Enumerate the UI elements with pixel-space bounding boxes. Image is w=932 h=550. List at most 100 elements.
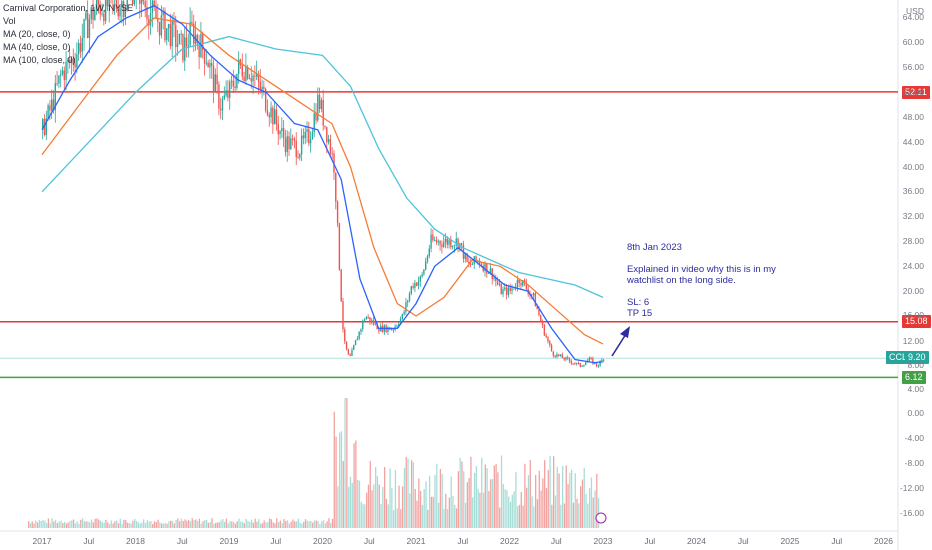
candle-body — [236, 73, 238, 89]
candle-body — [516, 279, 519, 288]
candle-body — [50, 99, 53, 111]
volume-bar — [432, 496, 434, 528]
volume-bar — [153, 521, 156, 528]
volume-bar — [587, 503, 589, 528]
volume-bar — [342, 461, 344, 528]
candle-body — [399, 318, 402, 325]
volume-bar — [425, 481, 427, 528]
x-axis-label: Jul — [270, 536, 282, 546]
volume-bar — [288, 523, 290, 528]
volume-bar — [583, 468, 585, 528]
candle-body — [340, 269, 342, 302]
y-axis-label: 0.00 — [907, 408, 924, 418]
candle-body — [464, 253, 466, 259]
volume-bar — [62, 523, 64, 528]
candle-body — [453, 245, 456, 247]
y-axis-label: -12.00 — [899, 483, 924, 493]
volume-bar — [330, 522, 332, 528]
candle-body — [133, 0, 136, 5]
ma20-line — [41, 4, 604, 364]
volume-bar — [344, 398, 346, 528]
candle-body — [286, 136, 288, 153]
volume-bar — [83, 521, 86, 528]
candle-body — [202, 33, 204, 50]
volume-bar — [263, 520, 265, 528]
candle-body — [442, 242, 445, 247]
candle-body — [295, 140, 297, 158]
candle-body — [563, 358, 565, 360]
candle-body — [223, 95, 226, 99]
volume-bar — [195, 519, 197, 528]
volume-bar — [529, 459, 531, 528]
candle-body — [450, 240, 452, 248]
candle-body — [536, 306, 538, 309]
candle-body — [410, 286, 413, 294]
candle-body — [101, 13, 103, 15]
candle-body — [317, 94, 319, 121]
candle-body — [47, 105, 49, 119]
volume-bar — [466, 482, 469, 528]
volume-bar — [312, 522, 314, 528]
volume-bar — [493, 465, 495, 528]
candle-body — [293, 138, 296, 141]
arrow-up-icon — [620, 326, 630, 338]
volume-bar — [536, 499, 539, 528]
volume-bar — [558, 473, 560, 528]
volume-bar — [223, 521, 226, 528]
y-axis-label: 28.00 — [902, 236, 924, 246]
volume-bar — [270, 519, 273, 528]
volume-bar — [412, 462, 415, 528]
volume-bar — [396, 508, 398, 528]
candle-body — [424, 261, 427, 270]
volume-bar — [245, 518, 247, 528]
candle-body — [595, 362, 598, 366]
candle-body — [302, 135, 305, 139]
x-axis-label: 2021 — [406, 536, 426, 546]
candle-body — [478, 260, 481, 265]
volume-bar — [71, 520, 73, 528]
candle-body — [378, 329, 380, 332]
volume-bar — [313, 520, 316, 528]
volume-bar — [72, 519, 75, 528]
volume-bar — [353, 443, 355, 528]
y-axis-label: 56.00 — [902, 62, 924, 72]
volume-bar — [360, 501, 362, 528]
volume-bar — [520, 491, 522, 528]
volume-bar — [92, 522, 95, 528]
volume-bar — [448, 497, 451, 528]
candle-body — [126, 0, 128, 9]
volume-bar — [380, 504, 382, 528]
x-axis-label: 2022 — [500, 536, 519, 546]
volume-bar — [40, 521, 42, 528]
candle-body — [338, 223, 341, 270]
volume-bar — [132, 520, 134, 528]
volume-bar — [592, 497, 594, 528]
candle-body — [362, 321, 364, 330]
volume-bar — [36, 522, 39, 528]
candle-body — [140, 0, 143, 4]
candle-body — [232, 80, 234, 87]
volume-bar — [319, 523, 321, 528]
candle-body — [83, 19, 85, 39]
volume-bar — [128, 522, 130, 528]
volume-bar — [394, 470, 397, 528]
volume-bar — [65, 523, 68, 528]
volume-bar — [324, 523, 326, 528]
candle-body — [149, 12, 152, 26]
volume-bar — [401, 486, 404, 528]
volume-bar — [53, 521, 55, 528]
candle-body — [122, 1, 125, 18]
candle-body — [74, 64, 76, 68]
volume-bar — [189, 521, 192, 528]
candle-body — [58, 75, 60, 84]
candle-body — [371, 320, 373, 322]
candle-body — [353, 345, 355, 350]
volume-bar — [60, 520, 62, 528]
candle-body — [509, 287, 511, 291]
x-axis-label: Jul — [550, 536, 562, 546]
volume-bar — [594, 490, 596, 528]
candle-body — [579, 363, 582, 367]
volume-bar — [99, 520, 102, 528]
volume-bar — [481, 457, 483, 528]
